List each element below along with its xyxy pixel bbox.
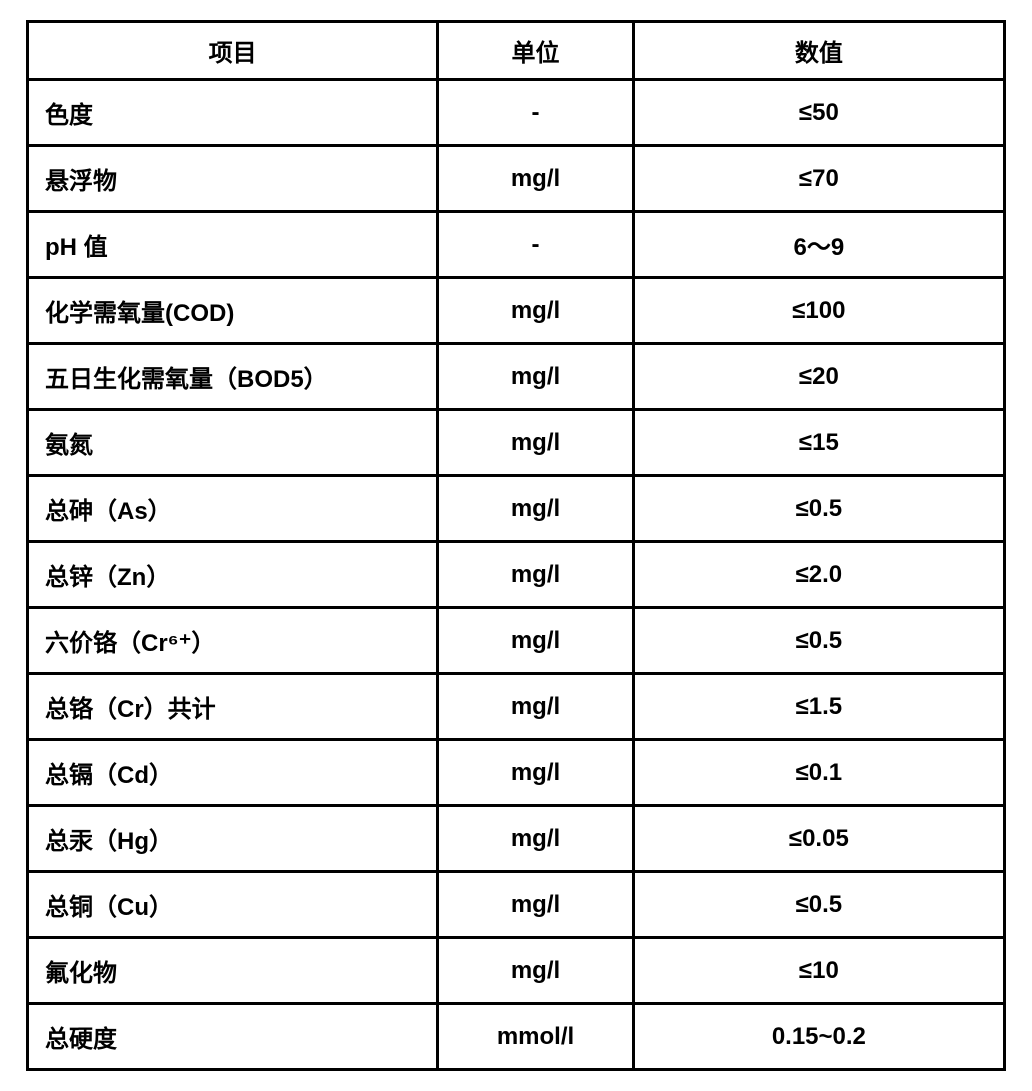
header-item: 项目: [28, 22, 438, 80]
cell-value: ≤100: [633, 278, 1004, 344]
cell-item: 五日生化需氧量（BOD5）: [28, 344, 438, 410]
table-row: 六价铬（Cr⁶⁺） mg/l ≤0.5: [28, 608, 1005, 674]
cell-unit: mg/l: [438, 476, 633, 542]
cell-value: ≤0.5: [633, 608, 1004, 674]
cell-value: ≤0.5: [633, 476, 1004, 542]
cell-item: 总硬度: [28, 1004, 438, 1070]
table-row: 五日生化需氧量（BOD5） mg/l ≤20: [28, 344, 1005, 410]
cell-item: 总砷（As）: [28, 476, 438, 542]
cell-item: 氨氮: [28, 410, 438, 476]
table-row: 总铜（Cu） mg/l ≤0.5: [28, 872, 1005, 938]
cell-item: pH 值: [28, 212, 438, 278]
cell-value: ≤0.5: [633, 872, 1004, 938]
table-row: 悬浮物 mg/l ≤70: [28, 146, 1005, 212]
table-row: 总铬（Cr）共计 mg/l ≤1.5: [28, 674, 1005, 740]
cell-value: ≤0.1: [633, 740, 1004, 806]
table-row: 氟化物 mg/l ≤10: [28, 938, 1005, 1004]
cell-item: 化学需氧量(COD): [28, 278, 438, 344]
cell-item: 总汞（Hg）: [28, 806, 438, 872]
table-row: 化学需氧量(COD) mg/l ≤100: [28, 278, 1005, 344]
table-row: 总硬度 mmol/l 0.15~0.2: [28, 1004, 1005, 1070]
cell-unit: mg/l: [438, 674, 633, 740]
table-row: pH 值 - 6～9: [28, 212, 1005, 278]
cell-value: ≤2.0: [633, 542, 1004, 608]
cell-item: 总锌（Zn）: [28, 542, 438, 608]
cell-unit: mg/l: [438, 344, 633, 410]
table-row: 总镉（Cd） mg/l ≤0.1: [28, 740, 1005, 806]
cell-unit: mg/l: [438, 146, 633, 212]
table-body: 色度 - ≤50 悬浮物 mg/l ≤70 pH 值 - 6～9 化学需氧量(C…: [28, 80, 1005, 1070]
cell-unit: mg/l: [438, 872, 633, 938]
cell-unit: mg/l: [438, 410, 633, 476]
header-value: 数值: [633, 22, 1004, 80]
table-row: 总汞（Hg） mg/l ≤0.05: [28, 806, 1005, 872]
cell-unit: mg/l: [438, 740, 633, 806]
cell-item: 六价铬（Cr⁶⁺）: [28, 608, 438, 674]
cell-unit: mg/l: [438, 278, 633, 344]
cell-value: ≤15: [633, 410, 1004, 476]
table-row: 总锌（Zn） mg/l ≤2.0: [28, 542, 1005, 608]
cell-unit: mg/l: [438, 806, 633, 872]
cell-unit: mg/l: [438, 938, 633, 1004]
cell-unit: -: [438, 212, 633, 278]
header-unit: 单位: [438, 22, 633, 80]
cell-value: 0.15~0.2: [633, 1004, 1004, 1070]
cell-unit: mg/l: [438, 608, 633, 674]
cell-unit: mmol/l: [438, 1004, 633, 1070]
cell-value: ≤0.05: [633, 806, 1004, 872]
table-row: 总砷（As） mg/l ≤0.5: [28, 476, 1005, 542]
cell-item: 总铬（Cr）共计: [28, 674, 438, 740]
cell-item: 悬浮物: [28, 146, 438, 212]
cell-item: 总铜（Cu）: [28, 872, 438, 938]
cell-value: ≤50: [633, 80, 1004, 146]
cell-item: 色度: [28, 80, 438, 146]
table-row: 色度 - ≤50: [28, 80, 1005, 146]
cell-item: 氟化物: [28, 938, 438, 1004]
table-row: 氨氮 mg/l ≤15: [28, 410, 1005, 476]
cell-value: ≤70: [633, 146, 1004, 212]
cell-value: ≤1.5: [633, 674, 1004, 740]
cell-value: ≤10: [633, 938, 1004, 1004]
data-table: 项目 单位 数值 色度 - ≤50 悬浮物 mg/l ≤70 pH 值 - 6～…: [26, 20, 1006, 1071]
cell-item: 总镉（Cd）: [28, 740, 438, 806]
cell-unit: -: [438, 80, 633, 146]
cell-value: 6～9: [633, 212, 1004, 278]
cell-value: ≤20: [633, 344, 1004, 410]
table-header-row: 项目 单位 数值: [28, 22, 1005, 80]
cell-unit: mg/l: [438, 542, 633, 608]
